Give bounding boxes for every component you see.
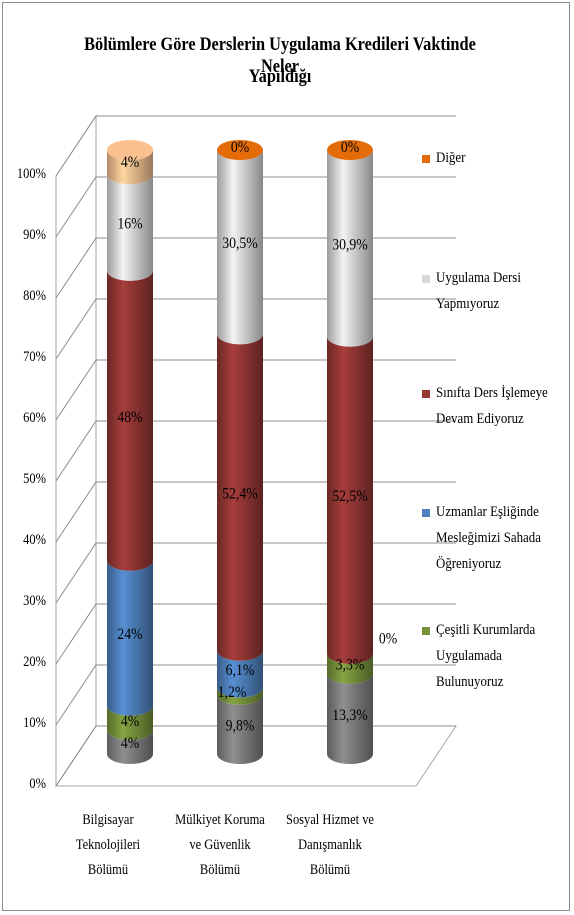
legend-swatch [422,390,430,398]
data-label: 30,9% [332,236,368,253]
y-tick-label: 100% [16,166,46,182]
y-tick-label: 90% [23,227,46,243]
data-label: 52,5% [332,488,368,505]
y-tick-label: 0% [29,776,46,792]
data-label: 0% [341,139,359,156]
data-label: 4% [121,735,139,752]
y-tick-label: 70% [23,349,46,365]
bar-top-cap [327,140,373,160]
data-label: 24% [117,626,142,643]
legend-label: Uzmanlar Eşliğinde Mesleğimizi Sahada Öğ… [436,504,541,572]
x-category-label: Bilgisayar Teknolojileri Bölümü [75,812,141,878]
data-label: 0% [379,631,397,648]
bar-segment [107,560,153,716]
legend-label: Diğer [436,150,466,166]
bar-segment [327,653,373,684]
bar-segment [217,694,263,764]
data-label: 1,2% [218,684,247,701]
data-label: 4% [121,154,139,171]
data-label: 16% [117,216,142,233]
bar-segment [217,334,263,661]
legend-label: Sınıfta Ders İşlemeye Devam Ediyoruz [436,385,548,427]
bar-segment [327,673,373,764]
legend-label: Uygulama Dersi Yapmıyoruz [436,270,521,312]
chart-title-line-2: Yapıldığı [248,66,312,87]
legend-swatch [422,275,430,283]
legend-swatch [422,155,430,163]
bar-segment [327,150,373,347]
legend-label: Çeşitli Kurumlarda Uygulamada Bulunuyoru… [436,622,536,690]
legend-swatch [422,509,430,517]
bar-top-cap [217,140,263,160]
y-tick-label: 80% [23,288,46,304]
data-label: 9,8% [226,718,255,735]
y-tick-label: 40% [23,532,46,548]
data-label: 52,4% [222,486,258,503]
x-category-label: Mülkiyet Koruma ve Güvenlik Bölümü [175,812,265,878]
legend-item: Çeşitli Kurumlarda Uygulamada Bulunuyoru… [422,622,572,695]
gridline [55,115,456,177]
bar-segment [217,687,263,705]
bar-segment [107,729,153,764]
data-label: 48% [117,409,142,426]
y-tick-label: 50% [23,471,46,487]
data-label: 0% [231,139,249,156]
data-label: 3,3% [336,657,365,674]
bar-top-cap [107,140,153,160]
legend-item: Diğer [422,150,572,171]
legend-item: Sınıfta Ders İşlemeye Devam Ediyoruz [422,385,572,432]
legend-item: Uygulama Dersi Yapmıyoruz [422,270,572,317]
y-tick-label: 60% [23,410,46,426]
data-label: 13,3% [332,707,368,724]
data-label: 6,1% [226,662,255,679]
bar-segment [217,150,263,345]
x-category-label: Sosyal Hizmet ve Danışmanlık Bölümü [286,812,374,878]
data-label: 30,5% [222,235,258,252]
y-tick-label: 20% [23,654,46,670]
y-tick-label: 10% [23,715,46,731]
y-tick-label: 30% [23,593,46,609]
data-label: 4% [121,713,139,730]
legend-swatch [422,627,430,635]
bar-segment [107,174,153,281]
bar-segment [327,336,373,664]
bar-segment [107,150,153,185]
chart-title-line-1: Bölümlere Göre Derslerin Uygulama Kredil… [84,34,476,77]
bar-segment [107,270,153,571]
legend-item: Uzmanlar Eşliğinde Mesleğimizi Sahada Öğ… [422,504,572,577]
bar-segment [217,650,263,698]
bar-segment [107,705,153,740]
